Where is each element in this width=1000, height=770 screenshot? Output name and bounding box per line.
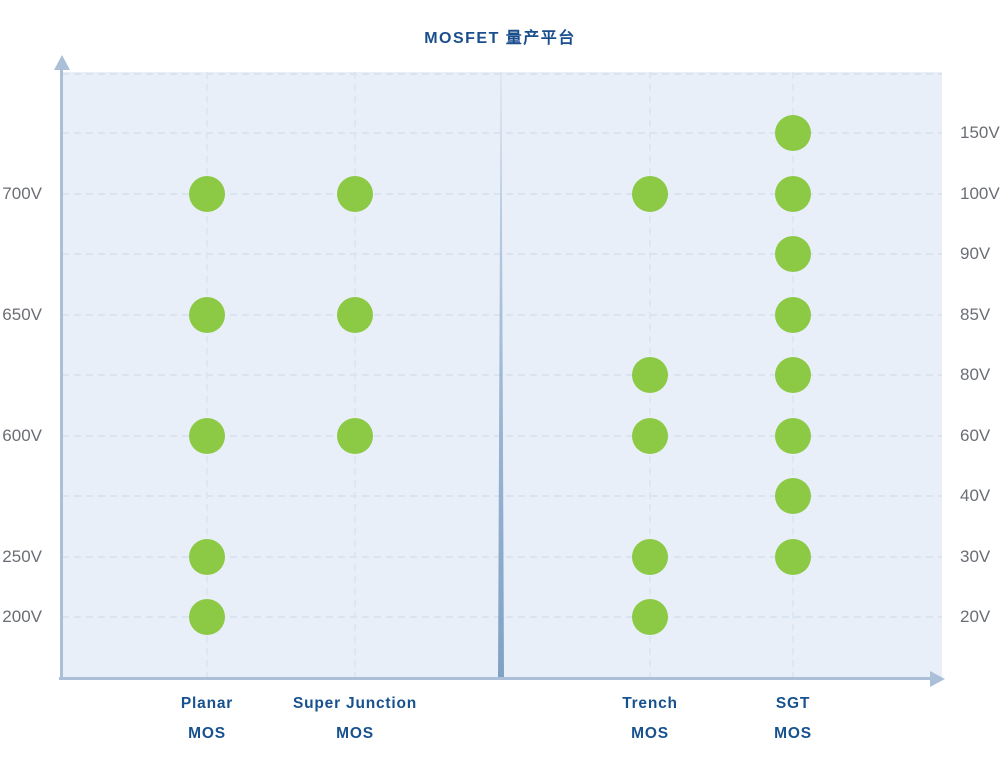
dot-trench-80v <box>632 357 668 393</box>
left-axis-label-200v: 200V <box>2 607 42 626</box>
v-gridline <box>206 72 208 677</box>
dot-trench-100v <box>632 175 668 212</box>
dot-trench-20v <box>632 599 668 635</box>
category-label-sgt-line2: MOS <box>774 725 812 742</box>
right-axis-label-100v: 100V <box>960 183 1000 203</box>
x-axis-arrow-icon <box>930 671 945 687</box>
chart-title: MOSFET 量产平台 <box>424 30 576 47</box>
category-label-planar-line2: MOS <box>188 725 226 742</box>
dot-planar-650v <box>189 296 225 333</box>
dot-sgt-80v <box>775 357 811 393</box>
section-divider <box>498 72 504 677</box>
right-axis-label-80v: 80V <box>960 365 991 384</box>
dot-super-junction-650v <box>337 296 373 333</box>
left-axis-label-600v: 600V <box>2 425 42 445</box>
right-axis-label-40v: 40V <box>960 486 991 505</box>
dot-sgt-100v <box>775 175 811 212</box>
dot-trench-30v <box>632 538 668 575</box>
x-axis-line <box>59 677 933 680</box>
right-axis-label-60v: 60V <box>960 425 991 445</box>
right-axis-label-85v: 85V <box>960 304 991 324</box>
dot-trench-60v <box>632 417 668 454</box>
category-label-super-junction-line2: MOS <box>336 725 374 742</box>
v-gridline <box>354 72 356 677</box>
right-axis-label-150v: 150V <box>960 123 1000 142</box>
h-gridline <box>62 192 942 195</box>
dot-sgt-40v <box>775 478 811 514</box>
right-axis-label-20v: 20V <box>960 607 991 626</box>
left-axis-label-250v: 250V <box>2 546 42 566</box>
h-gridline <box>62 73 942 75</box>
category-label-trench-line1: Trench <box>622 695 678 712</box>
plot-area <box>62 72 942 677</box>
dot-sgt-60v <box>775 417 811 454</box>
category-label-planar-line1: Planar <box>180 695 234 712</box>
h-gridline <box>62 132 942 134</box>
category-label-super-junction-line1: Super Junction <box>292 695 418 712</box>
dot-sgt-90v <box>775 236 811 272</box>
right-axis-label-30v: 30V <box>960 546 991 566</box>
dot-planar-600v <box>189 417 225 454</box>
dot-planar-700v <box>189 175 225 212</box>
category-label-sgt-line1: SGT <box>775 695 811 712</box>
dot-sgt-85v <box>775 296 811 333</box>
dot-super-junction-700v <box>337 175 373 212</box>
right-axis-label-90v: 90V <box>960 244 991 263</box>
dot-sgt-30v <box>775 538 811 575</box>
dot-super-junction-600v <box>337 417 373 454</box>
left-axis-label-650v: 650V <box>2 304 42 324</box>
dot-planar-250v <box>189 538 225 575</box>
left-axis-label-700v: 700V <box>2 183 42 203</box>
dot-planar-200v <box>189 599 225 635</box>
dot-sgt-150v <box>775 115 811 151</box>
y-axis-line <box>60 66 63 680</box>
y-axis-arrow-icon <box>54 55 70 70</box>
category-label-trench-line2: MOS <box>631 725 669 742</box>
